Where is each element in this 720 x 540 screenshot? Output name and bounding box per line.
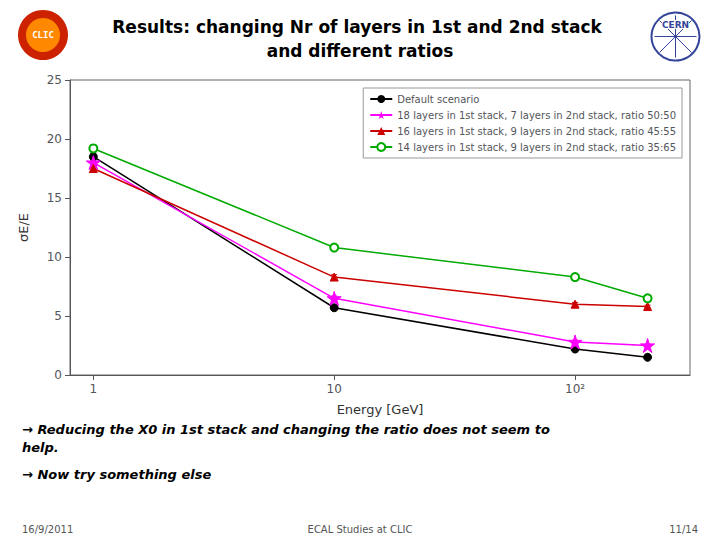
svg-text:10: 10 (47, 250, 62, 264)
svg-text:Default scenario: Default scenario (397, 94, 479, 105)
svg-text:ECAL Studies at CLIC: ECAL Studies at CLIC (308, 524, 413, 535)
svg-text:σE/E: σE/E (16, 213, 31, 242)
svg-text:18 layers in 1st stack, 7 laye: 18 layers in 1st stack, 7 layers in 2nd … (397, 110, 676, 121)
svg-text:16/9/2011: 16/9/2011 (22, 524, 73, 535)
svg-text:→ Now try something else: → Now try something else (22, 467, 211, 482)
svg-text:0: 0 (54, 368, 62, 382)
svg-text:16 layers in 1st stack, 9 laye: 16 layers in 1st stack, 9 layers in 2nd … (397, 126, 676, 137)
svg-text:10²: 10² (565, 382, 585, 396)
svg-text:Results: changing Nr of layers: Results: changing Nr of layers in 1st an… (112, 17, 607, 37)
svg-text:→ Reducing the X0 in 1st stack: → Reducing the X0 in 1st stack and chang… (22, 422, 554, 437)
svg-text:14 layers in 1st stack, 9 laye: 14 layers in 1st stack, 9 layers in 2nd … (397, 142, 676, 153)
svg-text:help.: help. (22, 440, 59, 455)
svg-text:10: 10 (327, 382, 342, 396)
svg-text:CLIC: CLIC (32, 30, 54, 40)
svg-text:20: 20 (47, 132, 62, 146)
svg-text:and different ratios: and different ratios (267, 41, 454, 61)
svg-text:25: 25 (47, 73, 62, 87)
svg-text:15: 15 (47, 191, 62, 205)
svg-text:Energy [GeV]: Energy [GeV] (337, 402, 424, 417)
svg-text:5: 5 (54, 309, 62, 323)
svg-text:CERN: CERN (662, 20, 689, 30)
svg-text:1: 1 (90, 382, 98, 396)
svg-text:11/14: 11/14 (669, 524, 698, 535)
